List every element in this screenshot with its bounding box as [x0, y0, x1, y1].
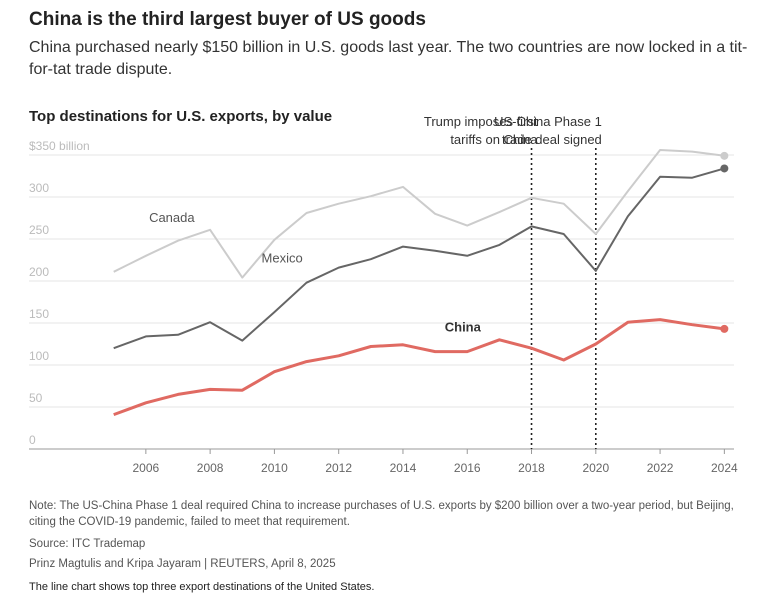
y-tick-label: 50	[29, 391, 43, 405]
y-tick-label: 300	[29, 181, 49, 195]
series-label-mexico: Mexico	[262, 251, 303, 266]
y-tick-label: 200	[29, 265, 49, 279]
series-line-china	[113, 318, 725, 417]
x-tick-label: 2008	[197, 461, 224, 475]
x-tick-label: 2020	[582, 461, 609, 475]
annotation-label: trade deal signed	[502, 132, 602, 147]
x-tick-label: 2022	[647, 461, 674, 475]
x-tick-label: 2014	[390, 461, 417, 475]
x-tick-label: 2024	[711, 461, 738, 475]
series-end-point-mexico	[720, 164, 729, 173]
alt-text: The line chart shows top three export de…	[29, 581, 375, 593]
series-label-china: China	[445, 319, 482, 334]
x-tick-label: 2016	[454, 461, 481, 475]
subheadline: China purchased nearly $150 billion in U…	[29, 39, 748, 78]
headline: China is the third largest buyer of US g…	[29, 9, 426, 30]
chart-title: Top destinations for U.S. exports, by va…	[29, 108, 333, 125]
y-tick-label: $350 billion	[29, 139, 90, 153]
series-end-point-canada	[720, 151, 729, 160]
annotation-label: US-China Phase 1	[494, 114, 602, 129]
x-tick-label: 2010	[261, 461, 288, 475]
series-label-canada: Canada	[149, 210, 195, 225]
series-line-mexico	[113, 167, 725, 350]
footnote: Note: The US-China Phase 1 deal required…	[29, 500, 734, 528]
series-line-canada	[113, 149, 725, 279]
y-tick-label: 100	[29, 349, 49, 363]
annotation-label: tariffs on China	[450, 132, 538, 147]
x-tick-label: 2012	[325, 461, 352, 475]
x-tick-label: 2006	[132, 461, 159, 475]
x-tick-label: 2018	[518, 461, 545, 475]
y-tick-label: 150	[29, 307, 49, 321]
y-tick-label: 0	[29, 433, 36, 447]
byline: Prinz Magtulis and Kripa Jayaram | REUTE…	[29, 558, 336, 570]
line-chart: 0 50 100 150 200 250 300 $350 billion 2006 2008 20…	[29, 114, 738, 475]
series-end-point-china	[720, 324, 729, 333]
y-tick-label: 250	[29, 223, 49, 237]
annotation-label: Trump imposes first	[424, 114, 538, 129]
source-line: Source: ITC Trademap	[29, 538, 146, 550]
